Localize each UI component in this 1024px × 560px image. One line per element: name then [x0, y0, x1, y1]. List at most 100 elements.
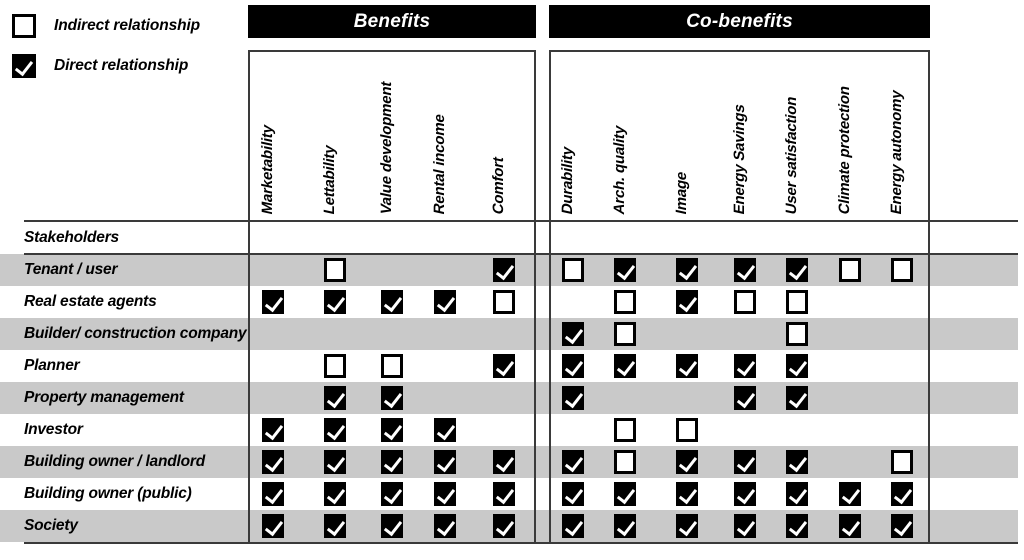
- cell-benefits-1[interactable]: [318, 382, 352, 414]
- cell-benefits-0[interactable]: [256, 286, 290, 318]
- cell-benefits-1[interactable]: [318, 254, 352, 286]
- cell-benefits-2[interactable]: [375, 510, 409, 542]
- cell-benefits-2[interactable]: [375, 382, 409, 414]
- cell-cobenefits-0[interactable]: [556, 478, 590, 510]
- cell-cobenefits-0[interactable]: [556, 318, 590, 350]
- cell-cobenefits-0[interactable]: [556, 446, 590, 478]
- cell-cobenefits-3[interactable]: [728, 254, 762, 286]
- cell-benefits-4[interactable]: [487, 446, 521, 478]
- cell-cobenefits-6[interactable]: [885, 382, 919, 414]
- cell-benefits-4[interactable]: [487, 414, 521, 446]
- cell-cobenefits-2[interactable]: [670, 510, 704, 542]
- cell-cobenefits-5[interactable]: [833, 414, 867, 446]
- cell-cobenefits-5[interactable]: [833, 254, 867, 286]
- cell-cobenefits-2[interactable]: [670, 254, 704, 286]
- cell-cobenefits-6[interactable]: [885, 318, 919, 350]
- cell-benefits-0[interactable]: [256, 478, 290, 510]
- cell-cobenefits-5[interactable]: [833, 510, 867, 542]
- cell-benefits-0[interactable]: [256, 254, 290, 286]
- cell-cobenefits-2[interactable]: [670, 382, 704, 414]
- cell-cobenefits-6[interactable]: [885, 254, 919, 286]
- cell-cobenefits-1[interactable]: [608, 318, 642, 350]
- cell-benefits-3[interactable]: [428, 414, 462, 446]
- cell-cobenefits-4[interactable]: [780, 286, 814, 318]
- cell-benefits-1[interactable]: [318, 510, 352, 542]
- cell-benefits-1[interactable]: [318, 350, 352, 382]
- cell-cobenefits-3[interactable]: [728, 350, 762, 382]
- cell-benefits-4[interactable]: [487, 382, 521, 414]
- cell-benefits-3[interactable]: [428, 510, 462, 542]
- cell-benefits-1[interactable]: [318, 414, 352, 446]
- cell-cobenefits-0[interactable]: [556, 382, 590, 414]
- cell-benefits-2[interactable]: [375, 286, 409, 318]
- cell-cobenefits-1[interactable]: [608, 510, 642, 542]
- cell-cobenefits-6[interactable]: [885, 414, 919, 446]
- cell-cobenefits-4[interactable]: [780, 254, 814, 286]
- cell-benefits-3[interactable]: [428, 350, 462, 382]
- cell-cobenefits-5[interactable]: [833, 350, 867, 382]
- cell-benefits-0[interactable]: [256, 350, 290, 382]
- cell-cobenefits-6[interactable]: [885, 510, 919, 542]
- cell-cobenefits-4[interactable]: [780, 350, 814, 382]
- cell-benefits-4[interactable]: [487, 286, 521, 318]
- cell-cobenefits-4[interactable]: [780, 478, 814, 510]
- cell-benefits-0[interactable]: [256, 510, 290, 542]
- cell-benefits-3[interactable]: [428, 478, 462, 510]
- cell-cobenefits-3[interactable]: [728, 414, 762, 446]
- cell-benefits-3[interactable]: [428, 446, 462, 478]
- cell-cobenefits-6[interactable]: [885, 446, 919, 478]
- cell-cobenefits-3[interactable]: [728, 446, 762, 478]
- cell-benefits-0[interactable]: [256, 382, 290, 414]
- cell-benefits-3[interactable]: [428, 318, 462, 350]
- cell-cobenefits-1[interactable]: [608, 382, 642, 414]
- cell-cobenefits-1[interactable]: [608, 478, 642, 510]
- cell-cobenefits-1[interactable]: [608, 446, 642, 478]
- cell-benefits-2[interactable]: [375, 414, 409, 446]
- cell-cobenefits-5[interactable]: [833, 382, 867, 414]
- cell-benefits-4[interactable]: [487, 318, 521, 350]
- cell-benefits-4[interactable]: [487, 510, 521, 542]
- cell-cobenefits-1[interactable]: [608, 350, 642, 382]
- cell-cobenefits-1[interactable]: [608, 286, 642, 318]
- cell-benefits-0[interactable]: [256, 318, 290, 350]
- cell-cobenefits-1[interactable]: [608, 254, 642, 286]
- cell-benefits-2[interactable]: [375, 350, 409, 382]
- cell-cobenefits-2[interactable]: [670, 414, 704, 446]
- cell-benefits-1[interactable]: [318, 286, 352, 318]
- cell-cobenefits-2[interactable]: [670, 318, 704, 350]
- cell-benefits-2[interactable]: [375, 478, 409, 510]
- cell-benefits-4[interactable]: [487, 350, 521, 382]
- cell-cobenefits-5[interactable]: [833, 446, 867, 478]
- cell-cobenefits-2[interactable]: [670, 350, 704, 382]
- cell-benefits-1[interactable]: [318, 478, 352, 510]
- cell-benefits-2[interactable]: [375, 446, 409, 478]
- cell-benefits-4[interactable]: [487, 254, 521, 286]
- cell-cobenefits-3[interactable]: [728, 318, 762, 350]
- cell-cobenefits-3[interactable]: [728, 510, 762, 542]
- cell-benefits-1[interactable]: [318, 446, 352, 478]
- cell-cobenefits-5[interactable]: [833, 318, 867, 350]
- cell-benefits-3[interactable]: [428, 382, 462, 414]
- cell-cobenefits-4[interactable]: [780, 414, 814, 446]
- cell-cobenefits-0[interactable]: [556, 350, 590, 382]
- cell-benefits-2[interactable]: [375, 318, 409, 350]
- cell-cobenefits-2[interactable]: [670, 478, 704, 510]
- cell-cobenefits-4[interactable]: [780, 382, 814, 414]
- cell-cobenefits-0[interactable]: [556, 414, 590, 446]
- cell-cobenefits-6[interactable]: [885, 478, 919, 510]
- cell-cobenefits-1[interactable]: [608, 414, 642, 446]
- cell-benefits-4[interactable]: [487, 478, 521, 510]
- cell-cobenefits-6[interactable]: [885, 350, 919, 382]
- cell-benefits-1[interactable]: [318, 318, 352, 350]
- cell-cobenefits-4[interactable]: [780, 446, 814, 478]
- cell-cobenefits-0[interactable]: [556, 254, 590, 286]
- cell-benefits-2[interactable]: [375, 254, 409, 286]
- cell-cobenefits-5[interactable]: [833, 478, 867, 510]
- cell-benefits-0[interactable]: [256, 446, 290, 478]
- cell-benefits-3[interactable]: [428, 254, 462, 286]
- cell-cobenefits-6[interactable]: [885, 286, 919, 318]
- cell-cobenefits-0[interactable]: [556, 510, 590, 542]
- cell-cobenefits-2[interactable]: [670, 286, 704, 318]
- cell-cobenefits-0[interactable]: [556, 286, 590, 318]
- cell-cobenefits-3[interactable]: [728, 286, 762, 318]
